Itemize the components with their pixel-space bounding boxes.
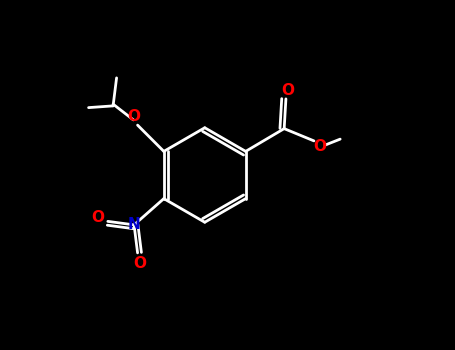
Text: O: O [313,139,327,154]
Text: O: O [281,83,294,98]
Text: O: O [133,256,146,271]
Text: O: O [127,109,141,124]
Text: O: O [91,210,105,225]
Text: N: N [128,217,141,232]
